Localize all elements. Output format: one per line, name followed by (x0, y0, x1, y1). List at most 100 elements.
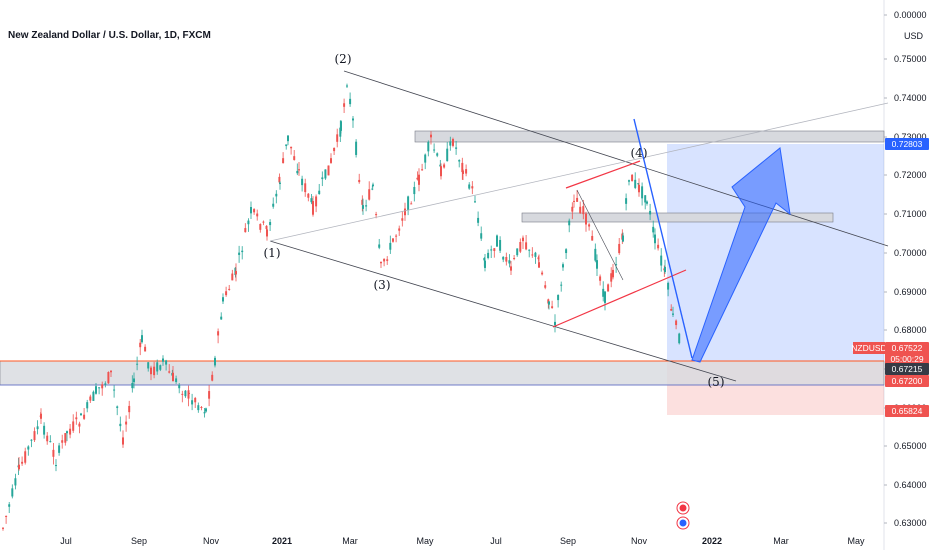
candle-body (340, 121, 342, 131)
candle-body (404, 208, 406, 216)
price-tag-value: 0.67522 (892, 343, 923, 353)
candle-body (104, 383, 107, 385)
candle-body (244, 228, 247, 233)
price-tag: 0.67200 (885, 375, 929, 387)
resistance-zone-mid (521, 212, 834, 223)
price-tag-value: 0.67215 (892, 364, 923, 374)
candle-body (315, 196, 318, 207)
price-tag-symbol-box (853, 342, 885, 354)
candle-body (208, 391, 211, 399)
price-tag-value: 0.72803 (892, 139, 923, 149)
candle-body (159, 365, 162, 370)
candle-body (602, 288, 605, 297)
candle-body (144, 346, 147, 352)
candle-body (557, 295, 560, 301)
candle-body (133, 378, 135, 383)
candle-body (375, 214, 378, 216)
candle-body (211, 374, 214, 381)
candle-body (238, 252, 241, 255)
candle-body (424, 154, 427, 163)
candle-body (131, 383, 134, 389)
candle-body (220, 316, 223, 320)
x-tick-label: Sep (131, 536, 147, 546)
candle-body (541, 272, 544, 275)
candle-body (407, 196, 410, 211)
candle-body (36, 426, 39, 430)
candle-body (250, 207, 252, 214)
wave-label: (3) (374, 278, 391, 292)
candle-body (644, 195, 647, 203)
candle-body (49, 441, 52, 443)
candle-body (336, 134, 339, 142)
price-tag-box (885, 405, 929, 417)
candle-body (554, 321, 556, 326)
candle-body (534, 252, 537, 257)
candle-body (139, 342, 142, 348)
wave-label: (2) (335, 52, 352, 66)
candle-body (200, 407, 203, 409)
candle-body (361, 199, 364, 205)
candle-body (21, 461, 24, 464)
candle-body (562, 264, 564, 268)
candle-body (625, 198, 628, 204)
trendline-1-4 (269, 102, 889, 242)
candle-body (392, 238, 394, 242)
candle-body (372, 184, 374, 187)
candle-body (330, 158, 332, 163)
channel-lower-line (269, 240, 737, 382)
resistance-zone-upper (414, 130, 885, 143)
candle-body (58, 445, 61, 453)
candle-body (107, 372, 110, 384)
candle-body (455, 147, 458, 149)
candle-body (101, 384, 104, 389)
x-tick-label: May (847, 536, 865, 546)
price-tag-box (885, 375, 929, 387)
candle-body (418, 174, 420, 185)
candle-body (670, 308, 673, 311)
candle-body (184, 390, 187, 397)
candle-body (343, 103, 346, 107)
candle-body (571, 206, 574, 212)
event-flag-dot (679, 519, 687, 527)
candle-body (389, 242, 392, 250)
candle-body (638, 184, 640, 193)
candle-body (576, 197, 579, 202)
candle-body (30, 439, 33, 441)
x-tick-label: Nov (203, 536, 220, 546)
candle-body (446, 148, 449, 162)
candle-body (667, 282, 670, 290)
price-tag: 0.65824 (885, 405, 929, 417)
candle-body (468, 184, 471, 189)
candle-body (256, 213, 259, 217)
candle-body (465, 169, 468, 174)
candle-body (327, 165, 330, 176)
y-tick-label: 0.68000 (894, 325, 927, 335)
x-tick-label: Jul (490, 536, 502, 546)
candle-body (579, 206, 582, 214)
candle-body (355, 141, 358, 155)
candle-body (615, 264, 618, 266)
candle-body (247, 220, 250, 225)
candle-body (191, 400, 194, 405)
candle-body (27, 446, 30, 450)
candle-body (461, 162, 464, 173)
candle-body (358, 179, 361, 183)
candle-body (538, 262, 540, 268)
candle-body (544, 285, 547, 288)
candle-body (5, 515, 8, 517)
candle-body (52, 449, 55, 457)
candle-body (657, 244, 660, 249)
candle-body (551, 306, 554, 308)
candle-body (652, 226, 655, 233)
price-tag: 0.67215 (885, 363, 929, 375)
candle-body (672, 313, 674, 315)
candle-body (205, 408, 207, 412)
candle-body (349, 98, 352, 105)
candle-body (421, 169, 424, 171)
candle-body (537, 257, 540, 260)
candle-body (646, 201, 648, 204)
candle-body (165, 360, 168, 365)
candle-body (61, 440, 64, 443)
